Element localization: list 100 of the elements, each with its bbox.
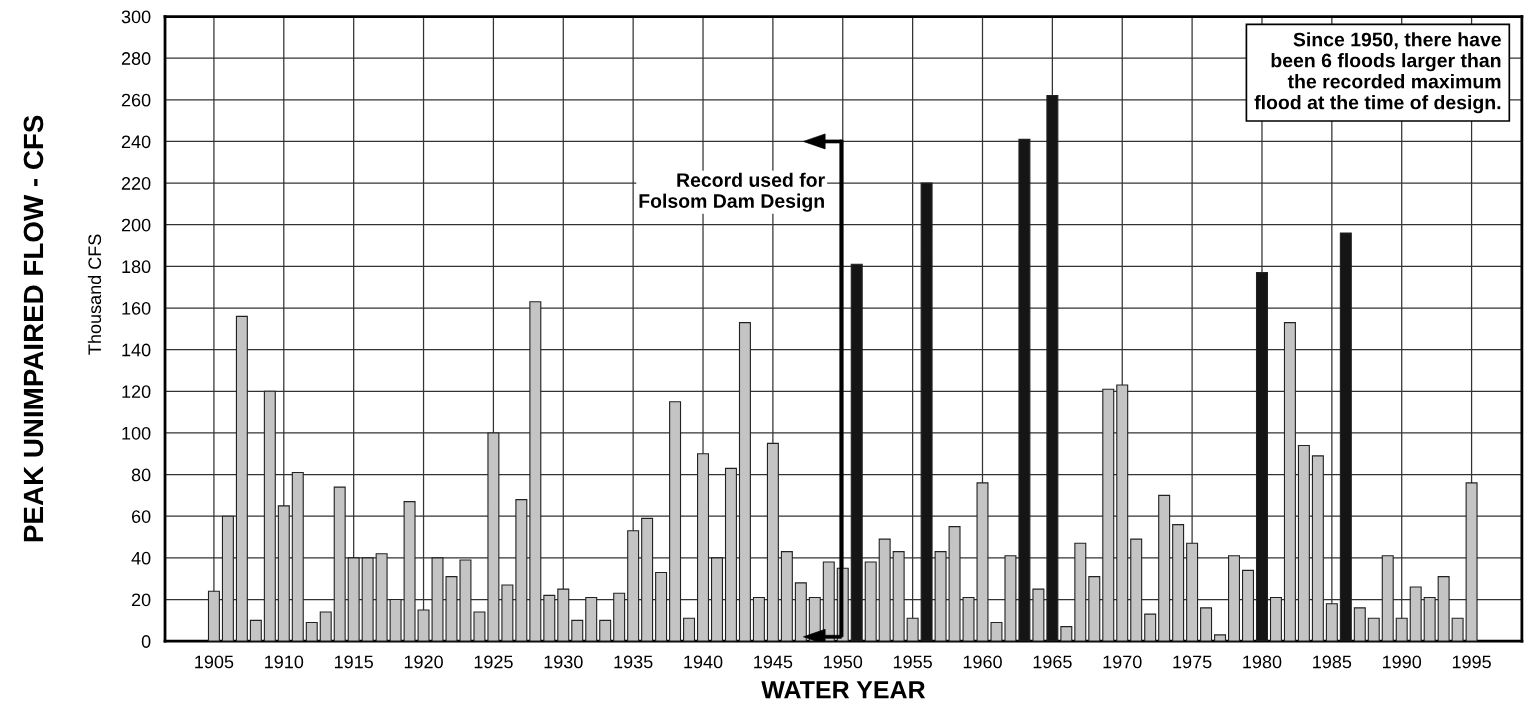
y-tick-label: 60 bbox=[131, 510, 151, 523]
y-tick-label: 240 bbox=[121, 135, 151, 149]
bar bbox=[1269, 596, 1282, 642]
bar bbox=[1186, 542, 1199, 642]
bar bbox=[1353, 607, 1366, 642]
bar bbox=[557, 588, 570, 642]
bar bbox=[697, 453, 710, 642]
y-tick-label: 200 bbox=[121, 218, 151, 232]
bar bbox=[1102, 388, 1115, 642]
x-tick-label: 1930 bbox=[544, 655, 583, 669]
y-tick-label: 120 bbox=[122, 385, 151, 399]
x-axis-title: WATER YEAR bbox=[761, 681, 926, 699]
bar bbox=[878, 538, 891, 642]
bar bbox=[864, 561, 877, 642]
bar bbox=[892, 551, 905, 642]
bar bbox=[1158, 494, 1171, 642]
text: Thousand CFS bbox=[87, 234, 102, 355]
bar bbox=[906, 617, 919, 642]
bar bbox=[1297, 444, 1310, 642]
bar bbox=[1172, 524, 1185, 642]
bar bbox=[207, 590, 220, 642]
bar bbox=[1423, 596, 1436, 642]
bar bbox=[655, 571, 668, 642]
bar bbox=[669, 401, 682, 642]
y-tick-label: 100 bbox=[122, 426, 151, 440]
y-axis-title: PEAK UNIMPAIRED FLOW - CFS bbox=[23, 115, 44, 542]
bar bbox=[1311, 455, 1324, 642]
bar bbox=[585, 596, 598, 642]
x-tick-label: 1945 bbox=[754, 655, 793, 669]
y-tick-label: 220 bbox=[121, 177, 151, 190]
bar bbox=[1144, 613, 1157, 642]
y-tick-label: 80 bbox=[131, 468, 151, 482]
x-tick-label: 1915 bbox=[334, 655, 373, 669]
bar bbox=[1381, 555, 1394, 642]
x-tick-label: 1940 bbox=[684, 655, 723, 669]
annotation: Since 1950, there have been 6 floods larger than the recorded maximum flood at the time of design. bbox=[1254, 32, 1501, 114]
bar bbox=[1241, 569, 1255, 642]
bar bbox=[249, 619, 262, 642]
bar bbox=[724, 467, 737, 642]
bar bbox=[752, 596, 765, 642]
bar bbox=[780, 551, 793, 642]
bar bbox=[850, 263, 863, 642]
y-tick-label: 20 bbox=[131, 593, 151, 607]
y-tick-label: 300 bbox=[121, 10, 151, 24]
bar bbox=[277, 505, 290, 642]
x-tick-label: 1920 bbox=[404, 655, 443, 669]
bar bbox=[1046, 95, 1059, 642]
bar bbox=[822, 561, 835, 642]
y-tick-label: 160 bbox=[122, 301, 151, 315]
x-tick-label: 1990 bbox=[1383, 655, 1422, 669]
bar bbox=[766, 442, 779, 642]
bar bbox=[529, 301, 542, 642]
bar bbox=[1088, 576, 1101, 642]
bar bbox=[1325, 603, 1338, 642]
bar bbox=[571, 619, 584, 642]
y-tick-label: 280 bbox=[121, 52, 151, 65]
bar bbox=[794, 582, 807, 642]
y-tick-label: 180 bbox=[122, 260, 151, 274]
x-tick-label: 1985 bbox=[1313, 655, 1352, 669]
bar bbox=[1214, 634, 1227, 642]
x-tick-label: 1995 bbox=[1452, 655, 1491, 669]
x-tick-label: 1950 bbox=[824, 655, 863, 669]
bar bbox=[1409, 586, 1422, 642]
bar bbox=[1200, 607, 1213, 642]
y-tick-label: 140 bbox=[122, 343, 151, 357]
x-tick-label: 1955 bbox=[893, 655, 932, 669]
bar bbox=[235, 315, 248, 642]
bar bbox=[1130, 538, 1143, 642]
bar bbox=[263, 390, 276, 642]
bar bbox=[641, 517, 654, 642]
bar bbox=[1437, 576, 1450, 642]
bar bbox=[305, 621, 318, 642]
bar bbox=[347, 557, 360, 642]
annotation: Record used for Folsom Dam Design bbox=[639, 172, 825, 212]
bar bbox=[1395, 617, 1408, 642]
x-tick-label: 1925 bbox=[474, 655, 513, 669]
bar bbox=[221, 515, 234, 642]
bar bbox=[1367, 617, 1380, 642]
y-tick-label: 40 bbox=[131, 551, 151, 565]
x-tick-label: 1975 bbox=[1173, 655, 1212, 669]
y-tick-label: 260 bbox=[121, 93, 151, 107]
x-tick-label: 1905 bbox=[195, 655, 234, 669]
bar bbox=[333, 486, 346, 642]
x-tick-label: 1960 bbox=[963, 655, 1002, 669]
bar bbox=[543, 594, 556, 642]
bar bbox=[1060, 626, 1073, 642]
bar bbox=[599, 619, 612, 642]
bar bbox=[1283, 322, 1296, 642]
bar bbox=[627, 530, 640, 642]
bar bbox=[613, 592, 626, 642]
bar bbox=[515, 499, 528, 642]
bar bbox=[738, 322, 751, 642]
bar bbox=[683, 617, 696, 642]
y-tick-label: 0 bbox=[141, 635, 151, 648]
bar bbox=[1228, 555, 1241, 642]
x-tick-label: 1965 bbox=[1033, 655, 1072, 669]
x-tick-label: 1910 bbox=[265, 655, 304, 669]
bar bbox=[361, 557, 374, 642]
bar bbox=[710, 557, 723, 642]
bar bbox=[1339, 232, 1352, 642]
